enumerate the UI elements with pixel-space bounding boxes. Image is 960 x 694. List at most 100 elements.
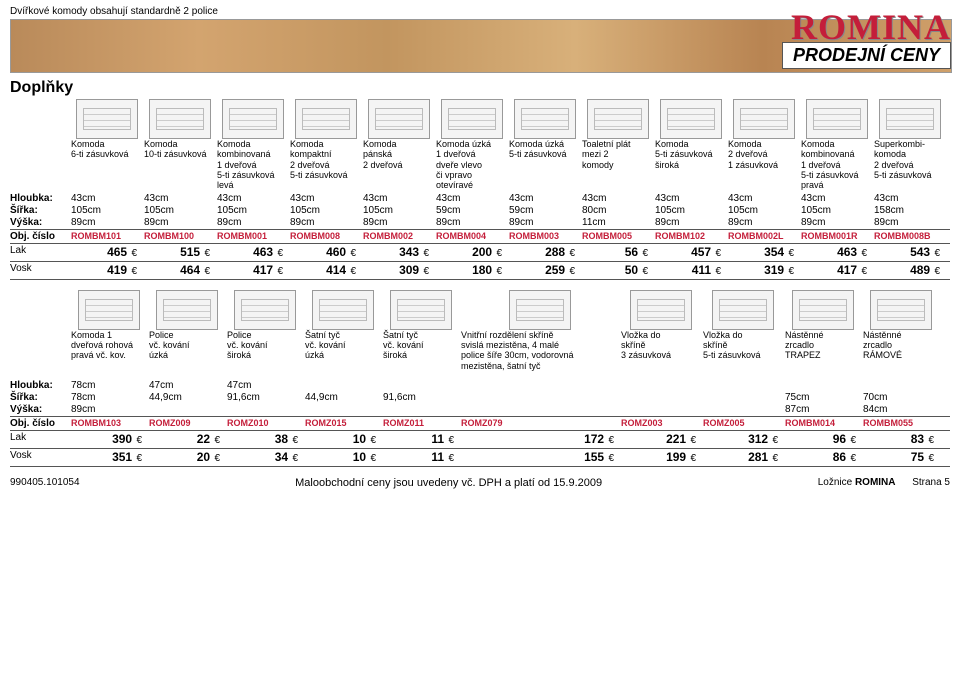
cell <box>460 290 620 330</box>
cell <box>727 99 800 139</box>
cell <box>362 99 435 139</box>
cell: 80cm <box>581 205 654 217</box>
cell: Vložka doskříně5-ti zásuvková <box>702 330 784 378</box>
cell: Superkombi-komoda2 dveřová5-ti zásuvková <box>873 139 946 191</box>
cell: 417 € <box>216 263 289 278</box>
cell <box>226 290 304 330</box>
footer-right: Ložnice ROMINA Strana 5 <box>818 477 950 489</box>
cell <box>304 404 382 416</box>
cell: ROMBM103 <box>70 418 148 429</box>
cell: 343 € <box>362 245 435 260</box>
obj-label-2: Obj. číslo <box>10 418 70 429</box>
cell: 89cm <box>435 217 508 229</box>
cell: 354 € <box>727 245 800 260</box>
vosk-label-2: Vosk <box>10 450 70 465</box>
cell: 11cm <box>581 217 654 229</box>
cell: 464 € <box>143 263 216 278</box>
cell: 10 € <box>304 450 382 465</box>
cell: 288 € <box>508 245 581 260</box>
cell: 105cm <box>362 205 435 217</box>
cell: 43cm <box>143 193 216 205</box>
cell: 463 € <box>216 245 289 260</box>
cell: NástěnnézrcadloRÁMOVÉ <box>862 330 940 378</box>
dim-label: Výška: <box>10 217 70 229</box>
cell: ROMBM002 <box>362 231 435 242</box>
cell: 43cm <box>654 193 727 205</box>
cell: ROMBM008B <box>873 231 946 242</box>
cell: 91,6cm <box>382 392 460 404</box>
cell: 56 € <box>581 245 654 260</box>
product-icon <box>870 290 932 330</box>
cell: Policevč. kováníúzká <box>148 330 226 378</box>
cell: ROMBM004 <box>435 231 508 242</box>
cell <box>460 404 620 416</box>
product-icon <box>630 290 692 330</box>
cell: Komoda10-ti zásuvková <box>143 139 216 191</box>
product-icon <box>733 99 795 139</box>
cell: 489 € <box>873 263 946 278</box>
cell <box>800 99 873 139</box>
obj-row: Obj. číslo ROMBM101ROMBM100ROMBM001ROMBM… <box>10 229 950 244</box>
cell: Vnitřní rozdělení skříněsvislá mezistěna… <box>460 330 620 378</box>
cell: 11 € <box>382 450 460 465</box>
cell: 20 € <box>148 450 226 465</box>
product-icon <box>712 290 774 330</box>
cell: 75cm <box>784 392 862 404</box>
cell: 411 € <box>654 263 727 278</box>
cell <box>289 99 362 139</box>
cell <box>620 290 702 330</box>
lak-label: Lak <box>10 245 70 260</box>
cell: 105cm <box>289 205 362 217</box>
cell: 89cm <box>800 217 873 229</box>
cell: Policevč. kováníširoká <box>226 330 304 378</box>
cell <box>148 290 226 330</box>
vosk-label: Vosk <box>10 263 70 278</box>
obj-row-2: Obj. číslo ROMBM103ROMZ009ROMZ010ROMZ015… <box>10 416 950 431</box>
cell: 91,6cm <box>226 392 304 404</box>
cell <box>70 99 143 139</box>
cell: 59cm <box>508 205 581 217</box>
cell: 50 € <box>581 263 654 278</box>
cell: 43cm <box>800 193 873 205</box>
product-icon <box>149 99 211 139</box>
cell: 43cm <box>216 193 289 205</box>
cell <box>70 290 148 330</box>
cell: Šatní tyčvč. kováníúzká <box>304 330 382 378</box>
cell: ROMZ011 <box>382 418 460 429</box>
cell <box>784 290 862 330</box>
product-icon <box>514 99 576 139</box>
product-icon <box>222 99 284 139</box>
product-icon <box>295 99 357 139</box>
cell: Komoda úzká1 dveřovádveře vlevoči vpravo… <box>435 139 508 191</box>
cell: 319 € <box>727 263 800 278</box>
product-icon <box>234 290 296 330</box>
cell: 390 € <box>70 432 148 447</box>
cell: 43cm <box>508 193 581 205</box>
cell: 199 € <box>620 450 702 465</box>
product-icon <box>587 99 649 139</box>
cell: 43cm <box>435 193 508 205</box>
cell: Komodapánská2 dveřová <box>362 139 435 191</box>
product-icon <box>879 99 941 139</box>
cell: 460 € <box>289 245 362 260</box>
cell: ROMBM102 <box>654 231 727 242</box>
cell: 89cm <box>70 217 143 229</box>
vosk-row: Vosk 419 €464 €417 €414 €309 €180 €259 €… <box>10 262 950 280</box>
cell <box>382 380 460 392</box>
cell <box>862 380 940 392</box>
cell: 281 € <box>702 450 784 465</box>
dim-label: Šířka: <box>10 392 70 404</box>
cell: Komoda 1dveřová rohovápravá vč. kov. <box>70 330 148 378</box>
cell <box>620 404 702 416</box>
cell: Komodakombinovaná1 dveřová5-ti zásuvková… <box>800 139 873 191</box>
cell: 75 € <box>862 450 940 465</box>
cell <box>460 392 620 404</box>
cell: ROMBM005 <box>581 231 654 242</box>
cell: Komodakombinovaná1 dveřová5-ti zásuvková… <box>216 139 289 191</box>
cell <box>702 404 784 416</box>
cell: ROMZ010 <box>226 418 304 429</box>
cell: 351 € <box>70 450 148 465</box>
cell: 83 € <box>862 432 940 447</box>
cell: 463 € <box>800 245 873 260</box>
cell: 417 € <box>800 263 873 278</box>
